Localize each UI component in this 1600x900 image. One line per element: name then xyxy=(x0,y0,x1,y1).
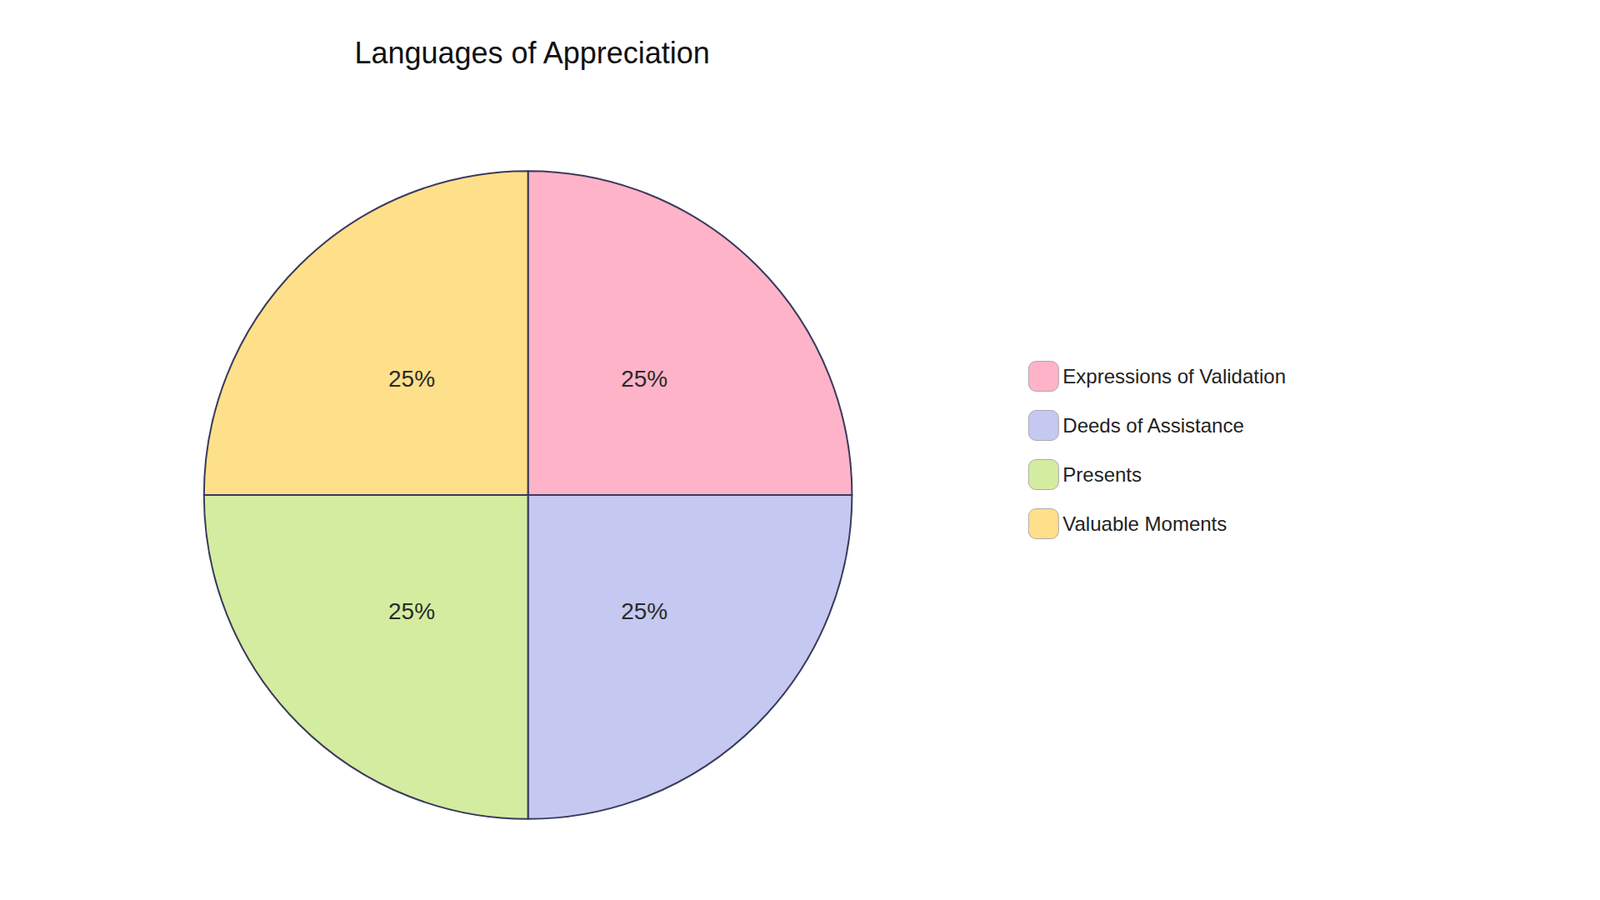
svg-text:Expressions of Validation: Expressions of Validation xyxy=(1062,365,1286,388)
svg-text:Deeds of Assistance: Deeds of Assistance xyxy=(1062,414,1244,437)
svg-text:Valuable Moments: Valuable Moments xyxy=(1062,512,1227,535)
svg-text:25%: 25% xyxy=(620,598,668,625)
svg-text:25%: 25% xyxy=(620,365,668,392)
svg-text:25%: 25% xyxy=(388,598,435,625)
svg-text:Presents: Presents xyxy=(1062,463,1142,486)
svg-text:Languages of Appreciation: Languages of Appreciation xyxy=(354,35,710,70)
svg-text:25%: 25% xyxy=(388,365,435,392)
